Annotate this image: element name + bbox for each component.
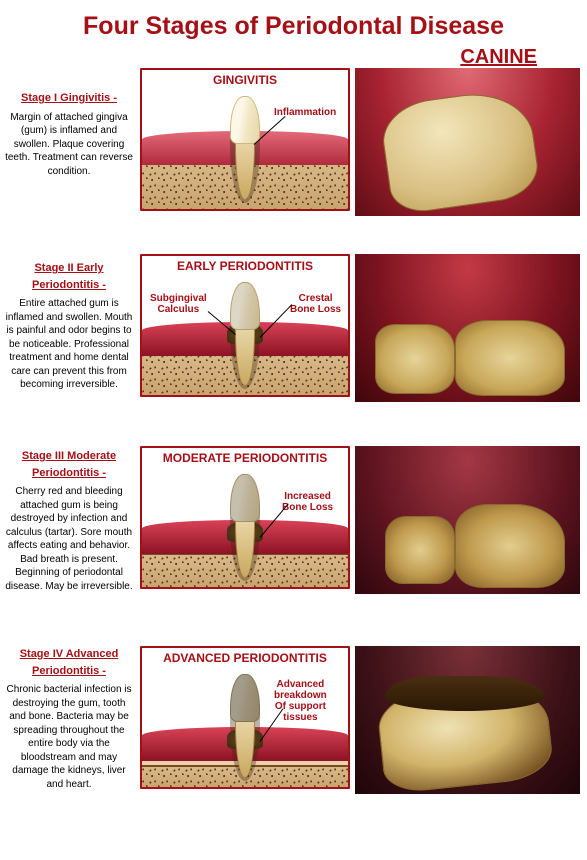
diagram-title: GINGIVITIS xyxy=(142,70,348,89)
diagram-illustration: Inflammation xyxy=(142,89,348,209)
diagram-panel: ADVANCED PERIODONTITIS Advanced breakdown… xyxy=(140,646,350,789)
stage-row: Stage IV Advanced Periodontitis - Chronic… xyxy=(0,646,587,806)
stage-description: Stage II Early Periodontitis - Entire att… xyxy=(4,260,134,392)
diagram-panel: MODERATE PERIODONTITIS Increased Bone Los… xyxy=(140,446,350,589)
diagram-callout: Increased Bone Loss xyxy=(282,491,333,513)
stage-description: Stage III Moderate Periodontitis - Cherry… xyxy=(4,448,134,593)
stage-row: Stage I Gingivitis - Margin of attached g… xyxy=(0,68,587,228)
stage-row: Stage II Early Periodontitis - Entire att… xyxy=(0,254,587,414)
diagram-callout: Advanced breakdown Of support tissues xyxy=(274,679,327,723)
diagram-panel: EARLY PERIODONTITIS Subgingival Calculus C… xyxy=(140,254,350,397)
stage-body-text: Chronic bacterial infection is destroyin… xyxy=(4,683,134,791)
stage-description: Stage I Gingivitis - Margin of attached g… xyxy=(4,90,134,178)
clinical-photo xyxy=(355,254,580,402)
canine-heading: CANINE xyxy=(460,46,537,69)
diagram-illustration: Subgingival Calculus Crestal Bone Loss xyxy=(142,275,348,395)
stage-row: Stage III Moderate Periodontitis - Cherry… xyxy=(0,446,587,606)
diagram-title: EARLY PERIODONTITIS xyxy=(142,256,348,275)
diagram-title: MODERATE PERIODONTITIS xyxy=(142,448,348,467)
diagram-title: ADVANCED PERIODONTITIS xyxy=(142,648,348,667)
stage-body-text: Margin of attached gingiva (gum) is infl… xyxy=(4,111,134,179)
diagram-illustration: Increased Bone Loss xyxy=(142,467,348,587)
stage-description: Stage IV Advanced Periodontitis - Chronic… xyxy=(4,646,134,791)
stage-heading: Stage IV Advanced Periodontitis - xyxy=(4,646,134,679)
clinical-photo xyxy=(355,446,580,594)
stage-heading: Stage II Early Periodontitis - xyxy=(4,260,134,293)
diagram-illustration: Advanced breakdown Of support tissues xyxy=(142,667,348,787)
page-title: Four Stages of Periodontal Disease xyxy=(0,0,587,45)
stage-heading: Stage I Gingivitis - xyxy=(4,90,134,107)
diagram-callout: Crestal Bone Loss xyxy=(290,293,341,315)
stage-body-text: Cherry red and bleeding attached gum is … xyxy=(4,485,134,593)
stage-heading: Stage III Moderate Periodontitis - xyxy=(4,448,134,481)
diagram-callout: Subgingival Calculus xyxy=(150,293,207,315)
clinical-photo xyxy=(355,68,580,216)
stage-body-text: Entire attached gum is inflamed and swol… xyxy=(4,297,134,392)
clinical-photo xyxy=(355,646,580,794)
diagram-panel: GINGIVITISInflammation xyxy=(140,68,350,211)
